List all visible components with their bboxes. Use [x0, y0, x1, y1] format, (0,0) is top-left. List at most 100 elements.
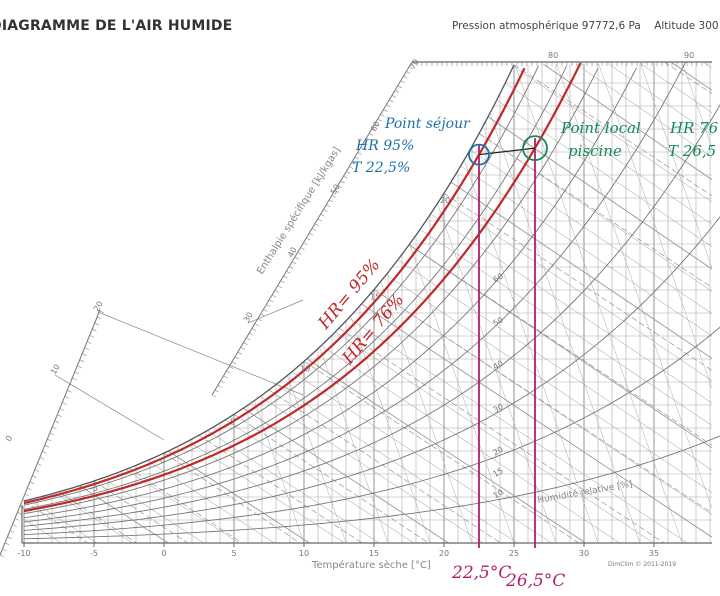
point-sejour-title: Point séjour — [384, 116, 471, 132]
rh-curve-100 — [23, 64, 515, 502]
hand-curve-hr-76 — [23, 62, 582, 513]
point-piscine-title: Point local — [560, 119, 641, 137]
enthalpy-ruler-tick — [9, 530, 15, 533]
enthalpy-ruler-tick — [311, 228, 317, 231]
enthalpy-ruler-tick — [369, 133, 374, 136]
chart-title: DIAGRAMME DE L'AIR HUMIDE — [0, 18, 233, 34]
x-tick-label: -5 — [90, 549, 98, 558]
enthalpy-ruler-tick — [391, 95, 397, 98]
enthalpy-ruler-tick — [386, 104, 391, 108]
pressure-altitude: Pression atmosphérique 97772,6 Pa Altitu… — [452, 20, 720, 32]
enthalpy-ruler-tick — [326, 204, 331, 207]
point-piscine-marker — [522, 135, 548, 161]
wetbulb-tick-label: 10 — [300, 364, 310, 373]
enthalpy-line — [23, 287, 415, 543]
enthalpy-guide — [247, 299, 304, 324]
enthalpy-ruler-tick — [220, 380, 225, 383]
x-tick-label: 20 — [439, 549, 449, 558]
enthalpy-ruler-tick — [44, 444, 50, 448]
wetbulb-tick-label: 5 — [230, 417, 235, 426]
enthalpy-ruler-tick — [346, 171, 351, 174]
enthalpy-ruler-tick — [39, 457, 45, 460]
pressure-text: Pression atmosphérique 97772,6 Pa — [452, 20, 641, 32]
enthalpy-ruler-tick — [89, 335, 95, 338]
wet-bulb-line — [443, 192, 712, 371]
enthalpy-line — [539, 62, 712, 181]
vline-label-22-5: 22,5°C — [451, 563, 511, 583]
rh-curve-60 — [23, 67, 637, 519]
volume-line — [513, 62, 683, 543]
enthalpy-ruler-tick — [79, 359, 85, 363]
wet-bulb-line — [163, 452, 301, 543]
enthalpy-ruler-tick — [363, 142, 368, 146]
enthalpy-ruler-tick — [32, 475, 37, 478]
x-tick-label: 35 — [649, 549, 659, 558]
enthalpy-ruler-tick — [92, 329, 97, 332]
hand-curve-hr-95 — [23, 67, 526, 505]
enthalpy-line — [506, 62, 712, 203]
rh-tick-label: 10 — [492, 487, 505, 500]
volume-line — [681, 62, 712, 148]
enthalpy-ruler-tick — [286, 271, 291, 274]
enthalpy-line — [605, 62, 712, 136]
volume-line — [597, 62, 712, 389]
enthalpy-ruler-tick — [271, 294, 277, 298]
enthalpy-axis-title: Enthalpie spécifique [kJ/kgas] — [254, 145, 343, 277]
enthalpy-line — [638, 62, 712, 113]
x-tick-label: 10 — [299, 549, 309, 558]
enthalpy-ruler-tick — [383, 109, 388, 112]
enthalpy-ruler-tick — [349, 166, 354, 169]
enthalpy-tick-label: 60 — [369, 120, 382, 133]
enthalpy-ruler-tick — [374, 123, 379, 127]
enthalpy-ruler-tick — [254, 323, 259, 326]
enthalpy-ruler-tick — [317, 218, 322, 222]
x-axis: -10 -5 0 5 10 15 20 25 30 35 10 15 20 30 40 50 60 -5 0 5 10 1… — [17, 196, 659, 558]
volume-line — [555, 62, 712, 509]
enthalpy-tick-label: 30 — [242, 311, 255, 324]
enthalpy-ruler-tick — [0, 554, 5, 558]
wet-bulb-line — [268, 389, 501, 543]
wet-bulb-line — [664, 62, 712, 94]
enthalpy-ruler-tick — [7, 536, 12, 539]
rh-tick-label: 50 — [492, 315, 505, 328]
enthalpy-ruler-tick — [240, 347, 245, 350]
enthalpy-ruler-tick — [291, 261, 297, 265]
enthalpy-line — [373, 62, 712, 292]
enthalpy-ruler-tick — [42, 451, 47, 454]
enthalpy-ruler-tick — [54, 420, 60, 424]
wet-bulb-line — [233, 414, 429, 543]
enthalpy-ruler-tick — [47, 438, 52, 442]
enthalpy-ruler-tick — [260, 313, 265, 317]
enthalpy-tick-label: 50 — [329, 183, 342, 196]
enthalpy-ruler-tick — [211, 394, 217, 398]
rh-curve-10 — [23, 435, 720, 540]
rh-curve-80 — [23, 66, 567, 510]
rh-axis-title: Humidité relative [%] — [537, 478, 634, 506]
enthalpy-ruler-tick — [251, 328, 257, 331]
enthalpy-ruler-tick — [217, 385, 222, 388]
wet-bulb-line — [23, 500, 88, 543]
enthalpy-ruler-tick — [64, 396, 70, 399]
enthalpy-ruler-tick — [34, 469, 40, 472]
rh-curve-20 — [23, 326, 720, 536]
wet-bulb-line — [303, 361, 579, 543]
rh-curve-50 — [23, 62, 686, 523]
enthalpy-ruler-tick — [77, 365, 82, 369]
enthalpy-ruler-tick — [297, 252, 302, 255]
wetbulb-tick-label: -5 — [90, 484, 98, 493]
enthalpy-ruler-tick — [67, 390, 72, 393]
enthalpy-line — [23, 519, 62, 543]
wet-bulb-line — [198, 434, 363, 543]
enthalpy-ruler-tick — [37, 463, 42, 466]
enthalpy-ruler-tick — [403, 76, 408, 79]
enthalpy-ruler-tick — [274, 290, 279, 293]
wet-bulb-line — [408, 244, 712, 446]
enthalpy-tick-label: 40 — [286, 246, 299, 259]
enthalpy-tick-label: 20 — [92, 300, 105, 313]
enthalpy-ruler-tick — [314, 223, 319, 227]
x-tick-label: 5 — [231, 549, 236, 558]
rh-curve-90 — [23, 65, 539, 506]
point-piscine-title-2: piscine — [568, 142, 622, 160]
point-sejour-marker — [468, 143, 490, 166]
enthalpy-ruler-tick — [99, 310, 105, 314]
